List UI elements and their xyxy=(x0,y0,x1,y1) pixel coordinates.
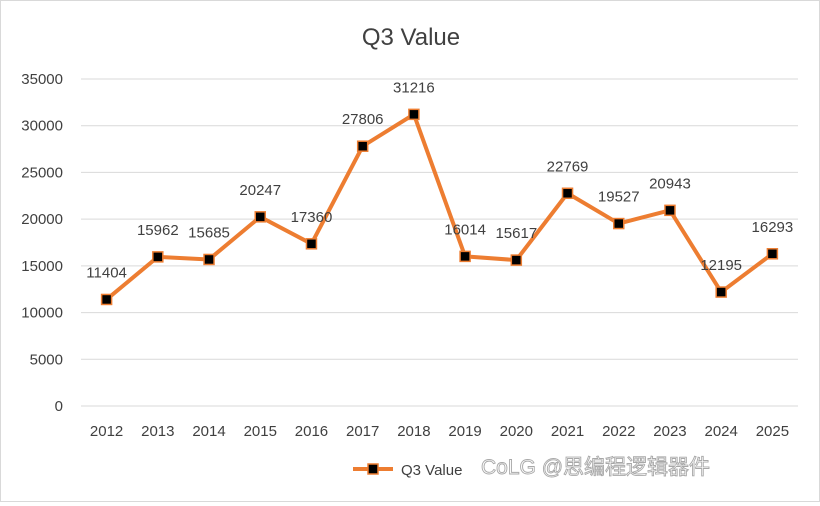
y-tick-label: 30000 xyxy=(21,118,63,135)
data-label: 22769 xyxy=(547,158,589,175)
data-label: 15617 xyxy=(495,225,537,242)
x-tick-label: 2022 xyxy=(602,423,635,440)
data-label: 12195 xyxy=(700,257,742,274)
x-tick-label: 2016 xyxy=(295,423,328,440)
data-label: 16293 xyxy=(752,219,794,236)
x-tick-label: 2018 xyxy=(397,423,430,440)
legend-marker xyxy=(367,463,379,475)
data-point xyxy=(305,238,318,250)
data-label: 20247 xyxy=(239,182,281,199)
x-tick-label: 2014 xyxy=(192,423,225,440)
legend: Q3 Value xyxy=(353,462,462,479)
x-tick-label: 2025 xyxy=(756,423,789,440)
y-tick-label: 25000 xyxy=(21,164,63,181)
data-point xyxy=(254,211,266,223)
y-tick-label: 20000 xyxy=(21,211,63,228)
data-label: 15962 xyxy=(137,222,179,239)
data-point xyxy=(100,293,113,306)
data-label: 27806 xyxy=(342,111,384,128)
x-tick-label: 2019 xyxy=(448,423,481,440)
x-tick-label: 2013 xyxy=(141,423,174,440)
data-point xyxy=(561,187,574,200)
x-tick-label: 2020 xyxy=(500,423,533,440)
data-point xyxy=(664,204,676,217)
y-tick-label: 10000 xyxy=(21,305,63,322)
y-tick-label: 5000 xyxy=(30,351,63,368)
y-axis-ticks: 0 5000 10000 15000 20000 25000 30000 35000 xyxy=(21,71,63,415)
data-point xyxy=(715,286,727,298)
x-tick-label: 2021 xyxy=(551,423,584,440)
data-point xyxy=(459,250,471,263)
data-point xyxy=(203,253,215,266)
series-q3-value xyxy=(100,108,779,306)
data-point xyxy=(408,108,420,121)
data-label: 16014 xyxy=(444,221,486,238)
chart-title: Q3 Value xyxy=(362,24,460,51)
x-tick-label: 2024 xyxy=(704,423,737,440)
watermark: CoLG @思编程逻辑器件 xyxy=(481,456,710,479)
data-point xyxy=(766,248,779,260)
series-line xyxy=(104,112,775,302)
data-point xyxy=(510,254,523,266)
data-label: 15685 xyxy=(188,224,230,241)
data-label: 11404 xyxy=(86,264,127,281)
data-label: 31216 xyxy=(393,79,435,96)
data-label: 20943 xyxy=(649,175,691,192)
data-point xyxy=(152,251,164,263)
y-tick-label: 15000 xyxy=(21,258,63,275)
x-tick-label: 2015 xyxy=(244,423,277,440)
data-labels: 11404 15962 15685 20247 17360 27806 31216 16014… xyxy=(86,79,793,281)
gridlines xyxy=(81,78,798,407)
x-tick-label: 2012 xyxy=(90,423,123,440)
legend-label: Q3 Value xyxy=(401,462,462,479)
data-point xyxy=(613,217,625,230)
data-label: 17360 xyxy=(291,209,333,226)
x-tick-label: 2023 xyxy=(653,423,686,440)
data-point xyxy=(356,140,369,152)
x-tick-label: 2017 xyxy=(346,423,379,440)
y-tick-label: 0 xyxy=(55,398,63,415)
x-axis-ticks: 2012 2013 2014 2015 2016 2017 2018 2019 2020 2021… xyxy=(90,423,789,440)
y-tick-label: 35000 xyxy=(21,71,63,88)
data-label: 19527 xyxy=(598,189,640,206)
